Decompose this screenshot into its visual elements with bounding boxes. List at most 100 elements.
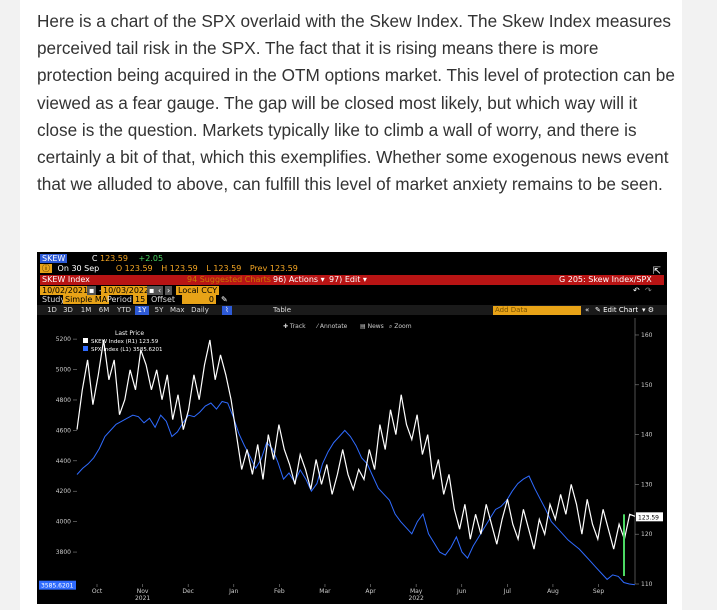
left-axis-tick: 4800	[56, 397, 71, 404]
period-field[interactable]: 15	[133, 295, 148, 304]
range-bar	[37, 305, 667, 315]
high-value: H 123.59	[161, 264, 198, 273]
ticker-symbol[interactable]: SKEW	[40, 254, 68, 263]
x-axis-tick: Jun	[456, 588, 467, 595]
graph-title: G 205: Skew Index/SPX	[559, 275, 652, 284]
open-value: O 123.59	[115, 264, 153, 273]
edit-chart-button[interactable]: ✎ Edit Chart	[595, 306, 639, 314]
range-button-6m[interactable]: 6M	[98, 306, 110, 314]
toolbar-annotate: ⁄ Annotate	[315, 323, 348, 330]
range-button-ytd[interactable]: YTD	[117, 306, 131, 314]
range-button-1d[interactable]: 1D	[47, 306, 57, 314]
x-axis-tick: Jul	[503, 588, 512, 595]
left-axis-tick: 4000	[56, 519, 71, 526]
toolbar-zoom: ⌕ Zoom	[389, 323, 412, 330]
left-axis-tick: 4200	[56, 488, 71, 495]
last-label: C	[91, 254, 98, 263]
offset-label: Offset	[151, 295, 176, 304]
pencil-icon[interactable]: ✎	[221, 295, 228, 304]
line-chart-icon[interactable]: ⌇	[222, 306, 232, 315]
x-axis-tick: Sep	[593, 588, 605, 595]
prev-period-icon[interactable]: ‹	[156, 286, 164, 295]
x-axis-tick: Aug	[547, 588, 559, 595]
ticker-row: SKEW C 123.59 +2.05	[40, 254, 163, 264]
left-axis-tick: 3800	[56, 549, 71, 556]
chart-settings-icon[interactable]: ▾ ⚙	[642, 306, 655, 314]
actions-menu[interactable]: 96) Actions ▾	[273, 275, 325, 284]
date-from-field[interactable]: 10/02/2021	[40, 286, 91, 295]
toolbar-track: ✚ Track	[283, 323, 306, 330]
spx-last-tag: 3585.6201	[41, 583, 74, 590]
x-axis-year: 2021	[135, 595, 150, 602]
series-skew-line	[76, 339, 636, 550]
collapse-icon[interactable]: «	[585, 306, 590, 314]
date-from-cal-icon[interactable]: ▪	[87, 286, 97, 295]
low-value: L 123.59	[206, 264, 242, 273]
skew-last-tag-bg	[636, 512, 663, 522]
right-axis-tick: 110	[641, 581, 653, 588]
info-icon[interactable]: ⓘ	[40, 264, 52, 273]
study-label: Study	[42, 295, 66, 304]
x-axis-tick: May	[410, 588, 423, 595]
date-to-field[interactable]: 10/03/2022	[101, 286, 152, 295]
range-button-3d[interactable]: 3D	[63, 306, 73, 314]
right-axis-tick: 120	[641, 531, 653, 538]
left-axis-tick: 4600	[56, 427, 71, 434]
currency-select[interactable]: Local CCY	[176, 286, 220, 295]
offset-field[interactable]: 0	[182, 295, 216, 304]
spx-last-tag-bg	[39, 580, 76, 590]
suggested-charts-button[interactable]: 94 Suggested Charts	[187, 275, 271, 284]
add-data-field[interactable]: Add Data	[493, 306, 581, 315]
redo-icon[interactable]: ↷	[645, 286, 652, 295]
actions-label: 96) Actions	[273, 275, 319, 284]
study-select[interactable]: Simple MA	[63, 295, 110, 304]
left-axis-tick: 5000	[56, 367, 71, 374]
next-period-icon[interactable]: ›	[165, 286, 173, 295]
right-axis-tick: 160	[641, 332, 653, 339]
range-button-1y[interactable]: 1Y	[135, 306, 149, 315]
series-spx-line	[76, 400, 636, 586]
prev-value: Prev 123.59	[249, 264, 298, 273]
x-axis-tick: Oct	[92, 588, 103, 595]
x-axis-tick: Feb	[274, 588, 285, 595]
edit-menu[interactable]: 97) Edit ▾	[329, 275, 367, 284]
undo-icon[interactable]: ↶	[633, 286, 640, 295]
toolbar-news: ▤ News	[360, 323, 384, 330]
frequency-select[interactable]: Daily	[191, 306, 209, 314]
right-axis-tick: 130	[641, 481, 653, 488]
date-to-cal-icon[interactable]: ▪	[147, 286, 157, 295]
bloomberg-chart-panel: SKEW C 123.59 +2.05 ⓘ On 30 Sep O 123.59…	[37, 252, 667, 604]
skew-last-tag: 123.59	[638, 514, 659, 521]
legend-entry: SPX Index (L1) 3585.6201	[91, 347, 163, 353]
right-axis-tick: 140	[641, 432, 653, 439]
x-axis-year: 2022	[409, 595, 424, 602]
left-axis-tick: 4400	[56, 458, 71, 465]
last-price: 123.59	[99, 254, 128, 263]
export-icon[interactable]: ⇱	[652, 266, 661, 277]
range-button-1m[interactable]: 1M	[80, 306, 92, 314]
right-axis-tick: 150	[641, 382, 653, 389]
security-header	[40, 275, 664, 285]
skew-spx-chart[interactable]: ✚ Track ⁄ Annotate ▤ News ⌕ Zoom 5200 5000 480…	[37, 252, 667, 604]
range-button-max[interactable]: Max	[170, 306, 185, 314]
legend-swatch	[83, 338, 88, 343]
legend-swatch	[83, 346, 88, 351]
table-button[interactable]: Table	[272, 306, 292, 314]
period-label: Period	[107, 295, 132, 304]
edit-chart-label: Edit Chart	[603, 306, 639, 314]
legend-title: Last Price	[115, 330, 144, 337]
legend-entry: SKEW Index (R1) 123.59	[91, 339, 159, 345]
edit-label: 97) Edit	[329, 275, 361, 284]
range-button-5y[interactable]: 5Y	[154, 306, 164, 314]
date-line: On 30 Sep	[57, 264, 100, 273]
quote-row: ⓘ On 30 Sep O 123.59 H 123.59 L 123.59 P…	[40, 264, 298, 274]
x-axis-tick: Apr	[365, 588, 376, 595]
article-paragraph: Here is a chart of the SPX overlaid with…	[37, 11, 675, 195]
security-name: SKEW Index	[42, 275, 90, 284]
x-axis-tick: Jan	[228, 588, 238, 595]
x-axis-tick: Mar	[319, 588, 331, 595]
left-axis-tick: 5200	[56, 336, 71, 343]
x-axis-tick: Dec	[182, 588, 194, 595]
price-change: +2.05	[138, 254, 164, 263]
x-axis-tick: Nov	[137, 588, 149, 595]
